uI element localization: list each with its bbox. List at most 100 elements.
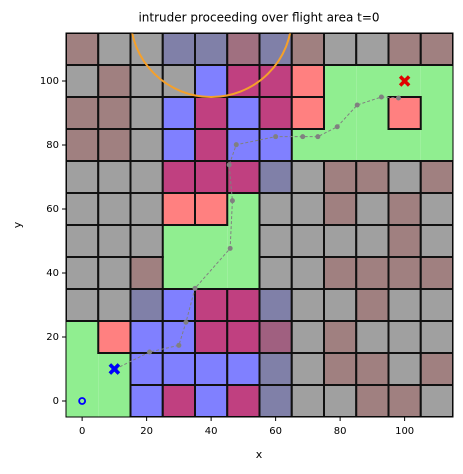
open-cell [66,385,99,417]
path-point [147,349,153,355]
cell [129,224,164,258]
open-cell [324,97,357,129]
intruder-path [115,96,399,370]
cell [97,224,132,258]
cell [419,192,453,226]
cell [194,64,229,98]
y-tick-label: 20 [46,332,59,343]
cell [419,256,453,290]
path-point [229,198,235,204]
cell [129,256,164,290]
cell [323,256,358,290]
open-cell [356,97,389,129]
cell [161,384,196,417]
cell [290,384,325,417]
cell [387,320,422,354]
path-point [233,142,239,148]
cell [323,192,358,226]
cell [226,128,261,162]
cell [66,64,100,98]
cell [290,320,325,354]
cell [355,288,390,322]
cell [290,224,325,258]
cell [258,96,293,130]
cell [97,192,132,226]
path-point [227,245,233,251]
cell [226,384,261,417]
cell [97,288,132,322]
path-point [378,94,384,100]
cell [129,384,164,417]
cell [258,352,293,386]
cell [290,192,325,226]
open-cell [66,321,99,353]
cell [129,64,164,98]
cell [419,160,453,194]
cell [226,352,261,386]
cell [97,256,132,290]
cell [66,33,100,66]
cell [194,352,229,386]
cell [129,352,164,386]
cell [387,256,422,290]
cell [258,288,293,322]
plot-area [66,33,453,417]
open-cell [324,129,357,161]
x-tick-label: 60 [269,426,282,437]
open-cell [98,385,131,417]
cell [355,33,390,66]
cell [323,33,358,66]
cell [129,128,164,162]
cell [194,33,229,66]
open-cell [195,225,228,257]
cell [355,224,390,258]
cell [258,384,293,417]
cell [226,288,261,322]
cell [161,33,196,66]
open-cell [195,257,228,289]
open-cell [420,65,453,97]
cell [387,192,422,226]
cell [258,33,293,66]
cell [66,224,100,258]
path-point [315,134,321,140]
cell [290,160,325,194]
restricted-zone [131,33,292,98]
cell [355,384,390,417]
chart-title: intruder proceeding over flight area t=0 [138,11,379,25]
cell [194,320,229,354]
open-cell [291,129,324,161]
open-cell [227,225,260,257]
cell [161,352,196,386]
cell [194,384,229,417]
path-point [273,134,279,140]
cell [258,128,293,162]
cell [323,288,358,322]
cell [419,320,453,354]
y-tick-label: 80 [46,140,59,151]
x-tick-label: 20 [140,426,153,437]
cell [66,128,100,162]
open-cell [162,257,195,289]
x-axis-label: x [256,448,263,461]
cell [290,33,325,66]
cell [355,352,390,386]
path-point [226,162,232,168]
cell [258,160,293,194]
x-marker [398,75,411,87]
cell [129,288,164,322]
cell [66,96,100,130]
cell [226,320,261,354]
cell [66,288,100,322]
cell [194,288,229,322]
open-cell [420,129,453,161]
cell [290,96,325,130]
cell [66,192,100,226]
cell [387,224,422,258]
cell [97,33,132,66]
y-axis-label: y [11,221,24,228]
y-tick-label: 100 [40,76,59,87]
cell [387,160,422,194]
